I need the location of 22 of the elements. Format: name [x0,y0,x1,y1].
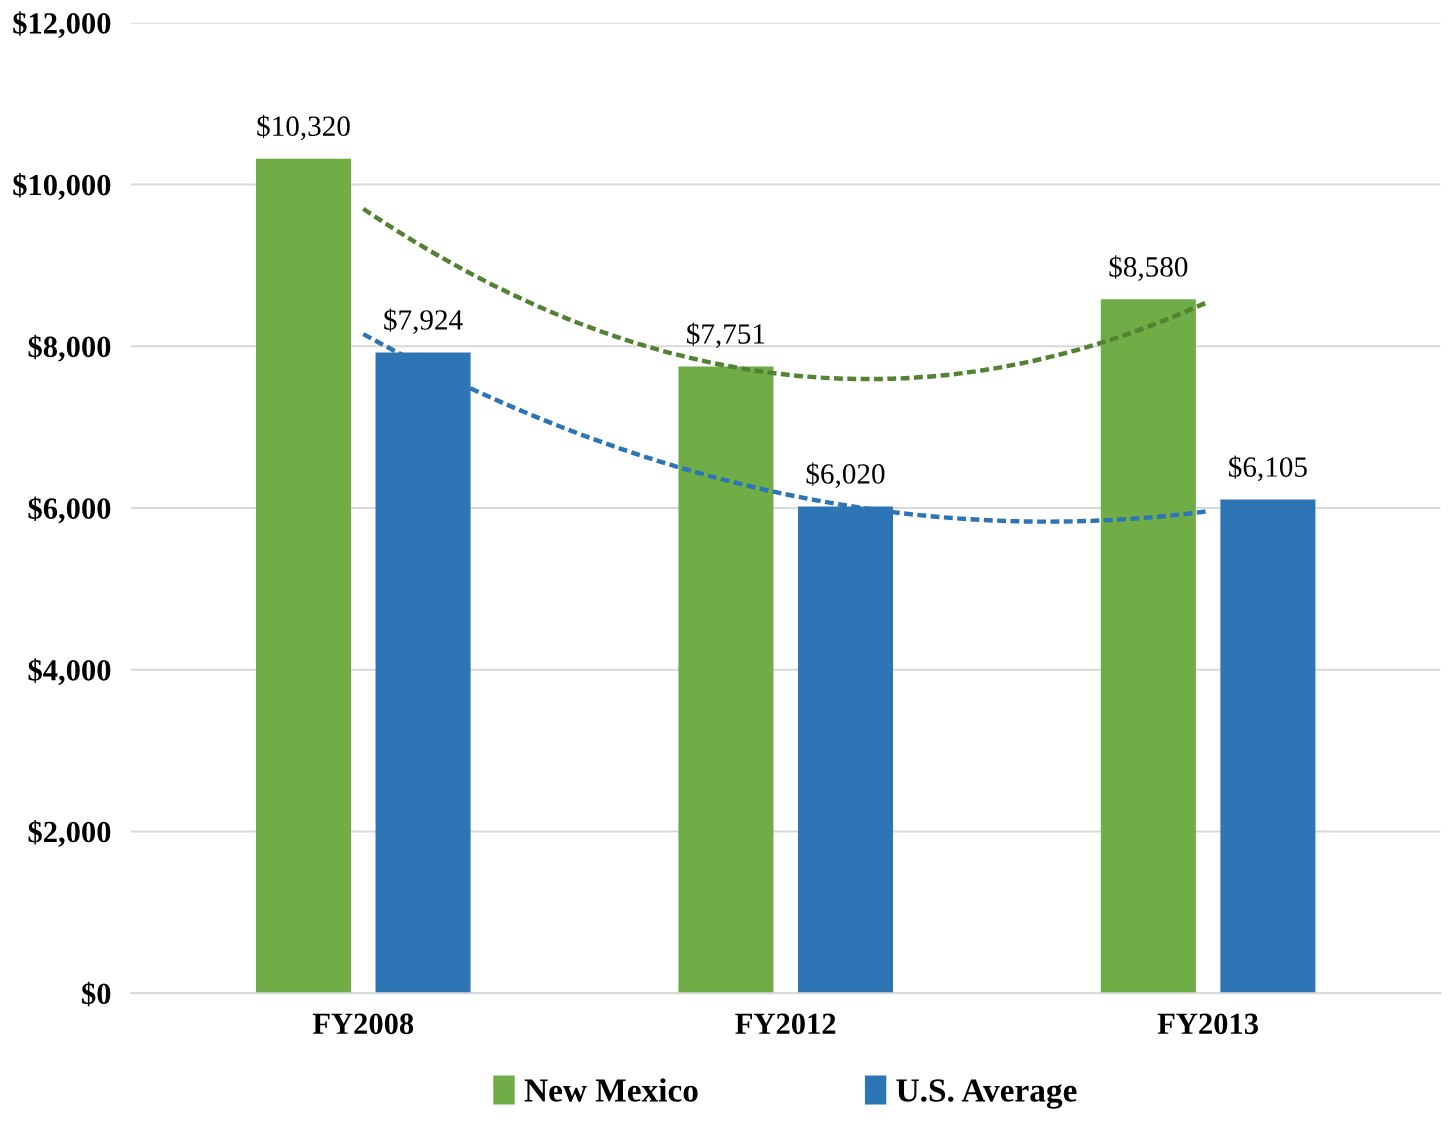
bar [1100,299,1196,994]
y-tick-label: $6,000 [28,496,111,524]
y-tick-label: $12,000 [13,11,111,39]
bar [1220,499,1316,994]
y-tick-label: $10,000 [13,173,111,200]
y-tick-label: $8,000 [28,334,111,362]
data-label: $6,020 [806,462,885,488]
legend-label: New Mexico [524,1078,698,1102]
x-tick-label: FY2012 [735,1013,836,1035]
data-label: $8,580 [1109,255,1188,281]
x-tick-label: FY2008 [312,1013,414,1035]
x-tick-label: FY2013 [1157,1013,1258,1035]
bar [255,158,352,994]
bar [678,366,774,994]
y-tick-label: $4,000 [28,658,111,686]
y-tick-label: $2,000 [28,819,111,847]
y-tick-label: $0 [82,981,111,1007]
data-label: $6,105 [1229,455,1307,482]
data-label: $10,320 [257,114,350,141]
data-label: $7,751 [687,322,765,348]
data-label: $7,924 [384,308,463,335]
legend-label: U.S. Average [896,1079,1077,1109]
